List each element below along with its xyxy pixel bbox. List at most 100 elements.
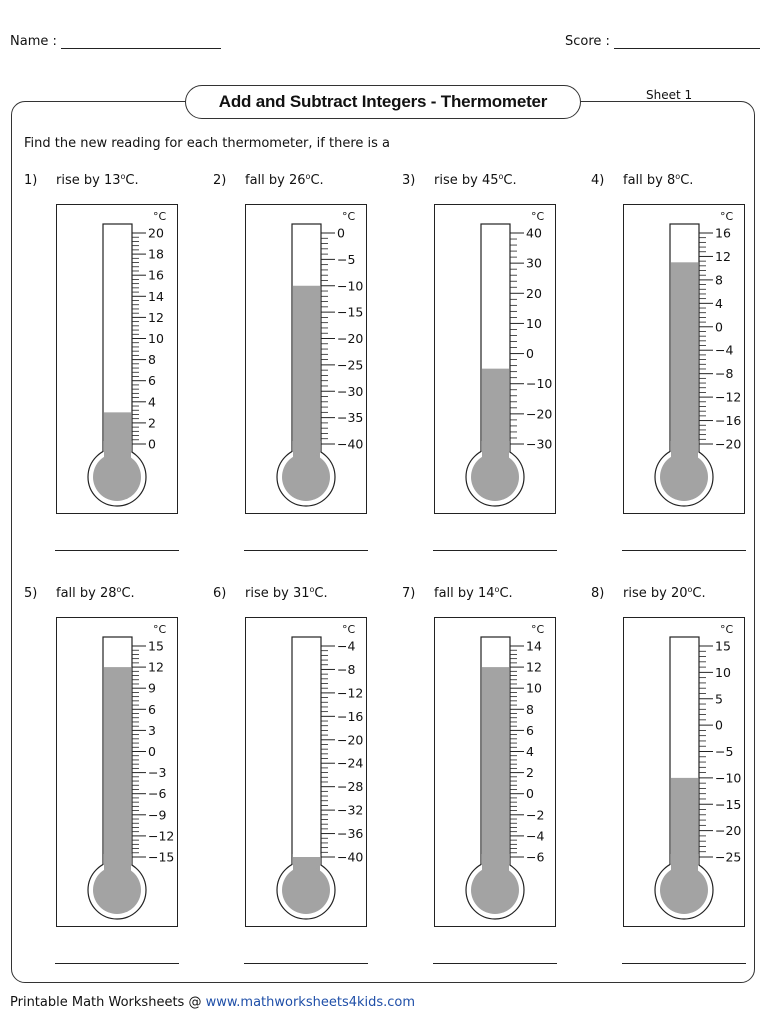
- tick-label: 10: [526, 681, 542, 696]
- thermometer-card: 16 12 8 4 0 −4 −8 −12 −16 −20 °C: [623, 204, 745, 514]
- name-label: Name :: [10, 34, 57, 49]
- change-unit: C.: [125, 173, 139, 188]
- change-unit: C.: [121, 586, 135, 601]
- tick-label: −4: [715, 343, 733, 358]
- tick-label: 5: [715, 691, 723, 706]
- change-unit: C.: [692, 586, 706, 601]
- footer: Printable Math Worksheets @ www.mathwork…: [10, 995, 415, 1010]
- tick-label: 12: [526, 660, 542, 675]
- answer-line[interactable]: [433, 550, 557, 551]
- change-unit: C.: [310, 173, 324, 188]
- change-amount: 14: [478, 586, 495, 601]
- tick-label: −30: [337, 384, 363, 399]
- problem-instruction: rise by 13oC.: [56, 172, 139, 188]
- problem-number: 5): [24, 586, 38, 601]
- change-unit: C.: [314, 586, 328, 601]
- degree-symbol: o: [687, 585, 693, 594]
- change-amount: 13: [103, 173, 121, 188]
- tick-label: 0: [337, 226, 345, 241]
- name-field[interactable]: Name :: [10, 34, 221, 49]
- tick-label: −25: [715, 850, 741, 865]
- answer-line[interactable]: [244, 963, 368, 964]
- tick-label: 3: [148, 723, 156, 738]
- thermometer-card: 15 12 9 6 3 0 −3 −6 −9 −12 −15 °C: [56, 617, 178, 927]
- tick-label: −5: [337, 252, 355, 267]
- tick-label: 10: [715, 665, 731, 680]
- problem-number: 4): [591, 173, 605, 188]
- thermometer-card: 15 10 5 0 −5 −10 −15 −20 −25 °C: [623, 617, 745, 927]
- tick-label: −15: [337, 305, 363, 320]
- unit-label: °C: [531, 210, 545, 223]
- tick-label: −16: [715, 413, 741, 428]
- degree-symbol: o: [305, 172, 311, 181]
- answer-line[interactable]: [433, 963, 557, 964]
- problem-number: 2): [213, 173, 227, 188]
- change-amount: 26: [289, 173, 306, 188]
- change-verb: rise by: [623, 586, 667, 601]
- tick-label: −25: [337, 357, 363, 372]
- answer-line[interactable]: [55, 963, 179, 964]
- thermometer-graphic: 0 −5 −10 −15 −20 −25 −30 −35 −40 °C: [276, 210, 363, 507]
- degree-symbol: o: [675, 172, 681, 181]
- mercury-column: [482, 667, 509, 890]
- footer-link[interactable]: www.mathworksheets4kids.com: [205, 995, 416, 1010]
- problem-instruction: fall by 28oC.: [56, 585, 135, 601]
- tick-label: 8: [526, 702, 534, 717]
- answer-line[interactable]: [55, 550, 179, 551]
- change-amount: 8: [667, 173, 676, 188]
- change-verb: rise by: [56, 173, 100, 188]
- change-verb: rise by: [434, 173, 478, 188]
- answer-line[interactable]: [244, 550, 368, 551]
- tick-label: −20: [715, 437, 741, 452]
- score-input-line[interactable]: [613, 34, 760, 49]
- tick-label: 8: [715, 272, 723, 287]
- change-amount: 20: [670, 586, 688, 601]
- tick-label: −5: [715, 744, 733, 759]
- problem-instruction: rise by 45oC.: [434, 172, 517, 188]
- answer-line[interactable]: [622, 963, 746, 964]
- tick-label: 18: [148, 247, 164, 262]
- tick-label: 20: [148, 226, 164, 241]
- unit-label: °C: [342, 623, 356, 636]
- worksheet-title: Add and Subtract Integers - Thermometer: [185, 85, 581, 119]
- tick-label: 15: [715, 639, 731, 654]
- tick-label: 4: [526, 744, 534, 759]
- problem-number: 8): [591, 586, 605, 601]
- tick-label: 0: [526, 346, 534, 361]
- thermometer-graphic: 16 12 8 4 0 −4 −8 −12 −16 −20 °C: [654, 210, 741, 507]
- tick-label: 16: [148, 268, 164, 283]
- tick-label: −9: [148, 807, 166, 822]
- problem-instruction: rise by 31oC.: [245, 585, 328, 601]
- thermometer-graphic: 15 12 9 6 3 0 −3 −6 −9 −12 −15 °C: [87, 623, 174, 920]
- unit-label: °C: [342, 210, 356, 223]
- name-input-line[interactable]: [60, 34, 221, 49]
- score-field[interactable]: Score :: [565, 34, 760, 49]
- tick-label: −28: [337, 779, 363, 794]
- thermometer-graphic: 40 30 20 10 0 −10 −20 −30 °C: [465, 210, 552, 507]
- tick-label: −32: [337, 803, 363, 818]
- problem-instruction: fall by 8oC.: [623, 172, 693, 188]
- change-amount: 45: [481, 173, 499, 188]
- tick-label: −20: [337, 331, 363, 346]
- tick-label: 14: [526, 639, 542, 654]
- change-verb: fall by: [245, 173, 285, 188]
- tick-label: 6: [148, 373, 156, 388]
- tick-label: 0: [526, 786, 534, 801]
- tick-label: 12: [148, 310, 164, 325]
- tick-label: −30: [526, 437, 552, 452]
- degree-symbol: o: [494, 585, 500, 594]
- problem-number: 7): [402, 586, 416, 601]
- footer-prefix: Printable Math Worksheets @: [10, 995, 206, 1010]
- answer-line[interactable]: [622, 550, 746, 551]
- thermometer-card: 20 18 16 14 12 10 8 6 4 2 0 °C: [56, 204, 178, 514]
- degree-symbol: o: [309, 585, 315, 594]
- score-label: Score :: [565, 34, 610, 49]
- tick-label: 14: [148, 289, 164, 304]
- thermometer-graphic: 14 12 10 8 6 4 2 0 −2 −4 −6 °C: [465, 623, 545, 920]
- tick-label: −4: [526, 828, 544, 843]
- tick-label: −4: [337, 639, 355, 654]
- mercury-bulb: [282, 453, 330, 501]
- change-amount: 31: [292, 586, 310, 601]
- tick-label: −10: [715, 770, 741, 785]
- tick-label: −10: [526, 376, 552, 391]
